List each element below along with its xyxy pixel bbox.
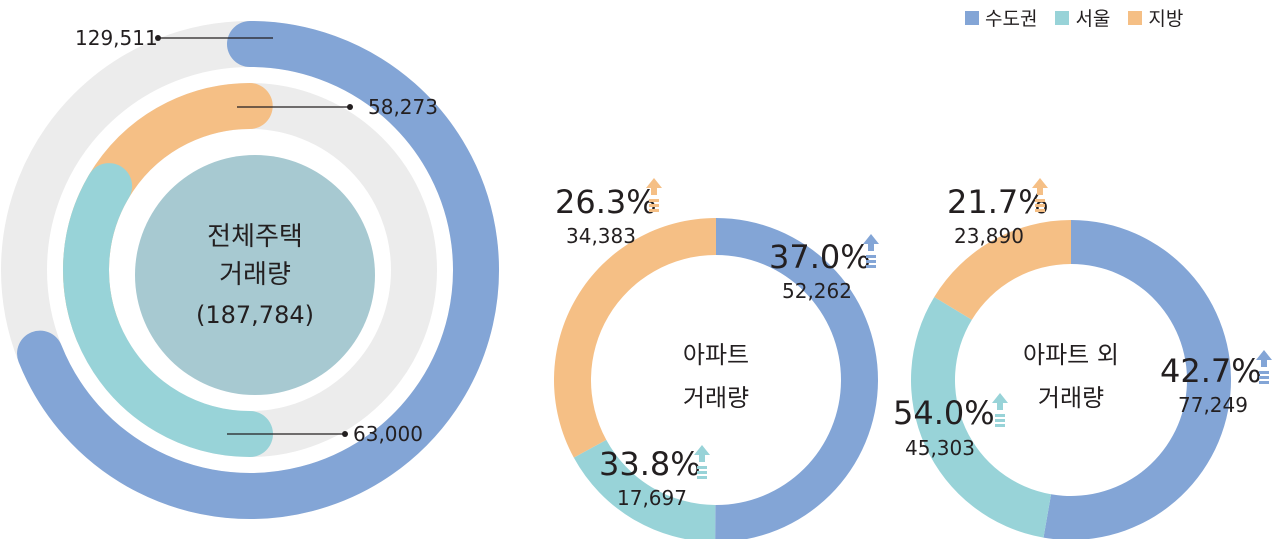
apt-capital-up-arrow-icon [863, 234, 879, 268]
apt-capital-segment [715, 218, 878, 539]
nonapt-local-up-arrow-icon [1032, 178, 1048, 212]
leader-dot-seoul [342, 431, 348, 437]
center-title-line2: 거래량 [219, 260, 291, 290]
arrow-bar [1259, 381, 1269, 384]
arrow-bar [995, 419, 1005, 422]
arrow-head [1032, 178, 1048, 195]
apt-capital-change: 37.0% [769, 238, 871, 276]
apt-seoul-segment [573, 439, 716, 539]
label-seoul-value: 63,000 [353, 422, 423, 446]
arrow-bar [866, 265, 876, 268]
total-housing-chart: 전체주택 거래량 (187,784) 129,511 58,273 63,000 [1, 21, 499, 519]
nonapt-local-segment [934, 220, 1071, 320]
capital-arc [17, 21, 499, 519]
non-apartment-donut-chart: 아파트 외 거래량 42.7% 77,249 54.0% 45,303 21.7… [893, 178, 1272, 539]
nonapt-capital-value: 77,249 [1178, 393, 1248, 417]
arrow-bar [1035, 209, 1045, 212]
nonapt-local-change: 21.7% [947, 183, 1049, 221]
arrow-head [646, 178, 662, 195]
legend-label-seoul: 서울 [1075, 8, 1111, 30]
apt-capital-value: 52,262 [782, 279, 852, 303]
apt-seoul-change: 33.8% [599, 445, 701, 483]
leader-dot-local [347, 104, 353, 110]
legend-item-capital: 수도권 [965, 4, 1037, 31]
arrow-bar [866, 255, 876, 258]
label-local-value: 58,273 [368, 95, 438, 119]
label-capital-value: 129,511 [75, 26, 158, 50]
nonapt-seoul-segment [911, 296, 1052, 538]
nonapt-center-line1: 아파트 외 [1023, 341, 1119, 369]
nonapt-seoul-value: 45,303 [905, 436, 975, 460]
leader-dot-capital [155, 35, 161, 41]
arrow-bar [649, 199, 659, 202]
arrow-bar [649, 204, 659, 207]
legend: 수도권 서울 지방 [965, 4, 1183, 31]
nonapt-capital-segment [1043, 220, 1231, 539]
legend-swatch-local [1128, 10, 1143, 25]
apt-local-up-arrow-icon [646, 178, 662, 212]
center-total: (187,784) [196, 301, 314, 329]
legend-swatch-capital [965, 10, 979, 25]
nonapt-seoul-up-arrow-icon [992, 393, 1008, 427]
arrow-head [992, 393, 1008, 410]
arrow-bar [697, 466, 707, 469]
apartment-donut-chart: 아파트 거래량 37.0% 52,262 33.8% 17,697 26.3% … [553, 178, 879, 539]
arrow-bar [649, 209, 659, 212]
arrow-head [694, 445, 710, 462]
nonapt-seoul-change: 54.0% [893, 394, 995, 432]
arrow-bar [995, 414, 1005, 417]
arrow-bar [697, 476, 707, 479]
seoul-arc [63, 163, 273, 457]
legend-label-local: 지방 [1148, 8, 1184, 30]
apt-center-line1: 아파트 [683, 341, 749, 369]
apt-center-line2: 거래량 [683, 384, 749, 412]
nonapt-capital-change: 42.7% [1160, 352, 1262, 390]
arrow-bar [1035, 199, 1045, 202]
apt-local-change: 26.3% [555, 183, 657, 221]
center-title-line1: 전체주택 [207, 222, 303, 252]
legend-label-capital: 수도권 [985, 8, 1038, 30]
nonapt-capital-up-arrow-icon [1256, 350, 1272, 384]
apt-local-value: 34,383 [566, 224, 636, 248]
apt-seoul-value: 17,697 [617, 486, 687, 510]
arrow-head [1256, 350, 1272, 367]
nonapt-local-value: 23,890 [954, 224, 1024, 248]
nonapt-center-line2: 거래량 [1038, 384, 1104, 412]
arrow-bar [866, 260, 876, 263]
arrow-head [863, 234, 879, 251]
arrow-bar [1259, 371, 1269, 374]
arrow-bar [995, 424, 1005, 427]
legend-item-local: 지방 [1128, 4, 1183, 31]
arrow-bar [1259, 376, 1269, 379]
arrow-bar [697, 471, 707, 474]
legend-swatch-seoul [1055, 10, 1070, 25]
legend-item-seoul: 서울 [1055, 4, 1110, 31]
center-circle [135, 155, 375, 395]
apt-seoul-up-arrow-icon [694, 445, 710, 479]
apt-local-segment [553, 218, 716, 458]
arrow-bar [1035, 204, 1045, 207]
